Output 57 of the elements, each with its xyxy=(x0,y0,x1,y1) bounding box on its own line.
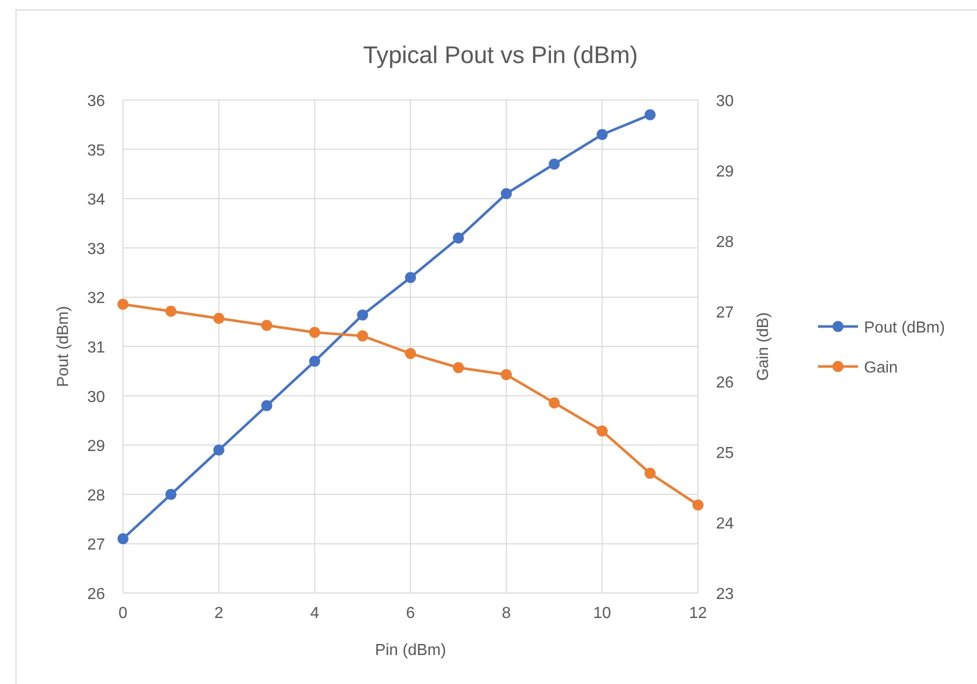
y-tick-label: 29 xyxy=(87,438,106,456)
x-tick-label: 6 xyxy=(406,605,416,622)
y-tick-label: 26 xyxy=(87,586,106,603)
y-tick-label: 32 xyxy=(87,290,106,308)
y-tick-label: 30 xyxy=(87,388,106,406)
point xyxy=(692,499,704,510)
y2-tick-label: 28 xyxy=(716,234,734,251)
point xyxy=(357,330,368,342)
point xyxy=(405,272,416,283)
point xyxy=(500,188,512,200)
point xyxy=(548,158,560,170)
y-tick-label: 34 xyxy=(87,192,106,209)
point xyxy=(644,468,656,479)
point xyxy=(548,397,560,408)
point xyxy=(261,320,272,331)
y-tick-label: 28 xyxy=(87,487,106,504)
point xyxy=(452,362,464,374)
point xyxy=(357,309,368,320)
point xyxy=(165,488,176,500)
point xyxy=(118,298,128,310)
x-tick-label: 4 xyxy=(310,605,320,622)
point xyxy=(596,426,608,437)
y2-tick-label: 30 xyxy=(716,93,734,110)
x-axis-title: Pin (dBm) xyxy=(374,642,446,659)
point xyxy=(309,356,320,367)
point xyxy=(452,232,464,244)
x-tick-label: 12 xyxy=(689,605,707,622)
point xyxy=(213,312,224,324)
y2-tick-label: 27 xyxy=(716,304,734,322)
point xyxy=(165,306,176,317)
y2-tick-label: 23 xyxy=(716,586,734,603)
y-axis-title: Pout (dBm) xyxy=(55,306,72,387)
y-tick-label: 36 xyxy=(87,93,106,110)
point xyxy=(261,400,272,412)
point xyxy=(500,369,512,380)
y2-tick-label: 29 xyxy=(716,163,734,180)
point xyxy=(213,444,224,456)
x-tick-label: 8 xyxy=(502,605,511,622)
x-tick-label: 2 xyxy=(214,605,224,622)
y-tick-label: 33 xyxy=(87,240,106,258)
y-tick-label: 31 xyxy=(87,340,106,356)
y2-tick-label: 24 xyxy=(716,516,734,533)
point xyxy=(596,129,608,140)
y2-tick-label: 26 xyxy=(716,374,734,392)
x-tick-label: 10 xyxy=(593,605,612,622)
point xyxy=(644,109,656,120)
point xyxy=(405,348,416,360)
chart-title: Typical Pout vs Pin (dBm) xyxy=(363,42,638,69)
legend-label: Gain xyxy=(864,360,898,376)
point xyxy=(309,326,320,338)
x-tick-label: 0 xyxy=(118,605,128,622)
y2-tick-label: 25 xyxy=(716,445,734,462)
y-tick-label: 35 xyxy=(87,142,106,160)
y-tick-label: 27 xyxy=(87,536,106,554)
point xyxy=(118,533,128,544)
y2-axis-title: Gain (dB) xyxy=(755,312,772,381)
legend-label: Pout (dBm) xyxy=(864,320,945,336)
